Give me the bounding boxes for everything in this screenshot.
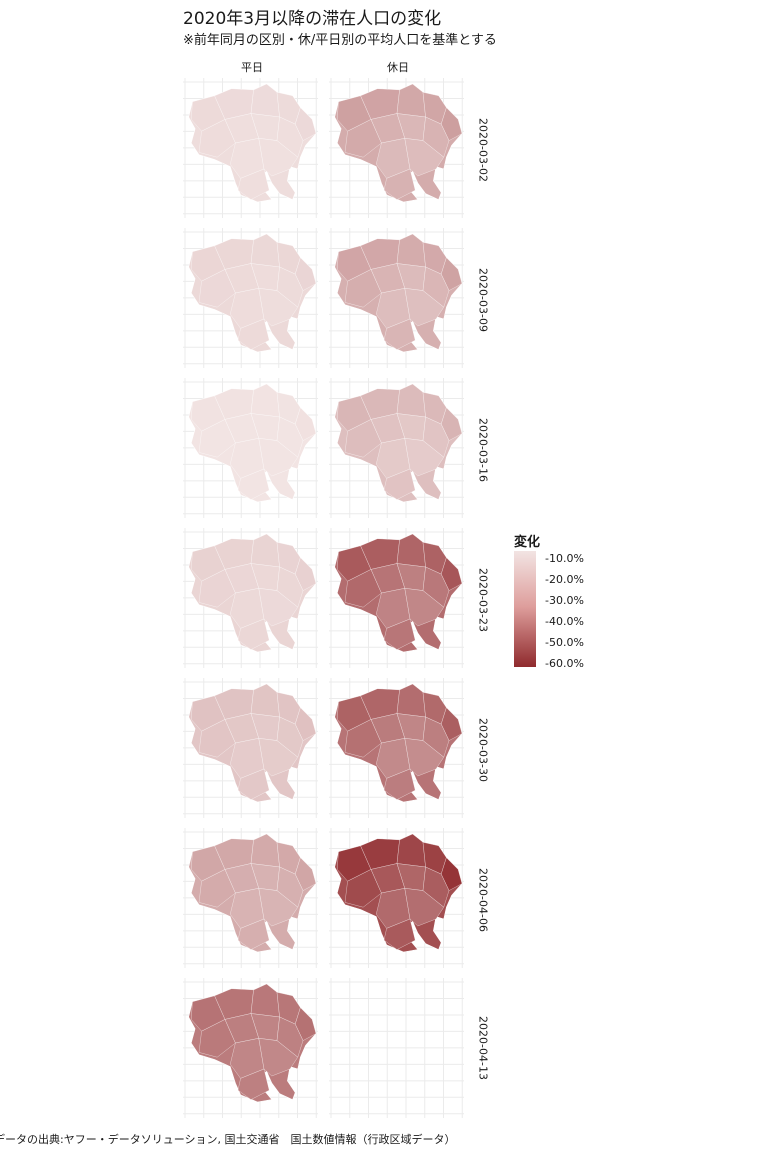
data-source-caption: データの出典:ヤフー・データソリューション, 国土交通省 国土数値情報（行政区域… — [0, 1133, 456, 1146]
ward-region — [237, 318, 270, 350]
ward-region — [276, 1016, 304, 1058]
legend-tick — [536, 664, 540, 665]
legend-tick — [536, 622, 540, 623]
ward-region — [250, 683, 280, 718]
ward-region — [294, 857, 317, 891]
ward-region — [344, 869, 382, 908]
ward-region — [440, 557, 463, 591]
ward-region — [198, 1019, 236, 1058]
ward-region — [396, 383, 426, 418]
legend-tick — [536, 643, 540, 644]
legend-label: -50.0% — [545, 636, 584, 649]
ward-region — [237, 468, 270, 500]
ward-region — [276, 716, 304, 758]
ward-region — [422, 116, 450, 158]
map-panel-2020-04-13-weekday — [183, 978, 318, 1118]
ward-region — [294, 107, 317, 141]
ward-region — [344, 269, 382, 308]
ward-region — [344, 119, 382, 158]
ward-region — [396, 683, 426, 718]
ward-region — [440, 107, 463, 141]
map-panel-2020-04-06-holiday — [329, 828, 464, 968]
ward-region — [396, 83, 426, 118]
ward-region — [344, 419, 382, 458]
map-panel-2020-03-02-weekday — [183, 78, 318, 218]
ward-region — [422, 566, 450, 608]
ward-region — [237, 918, 270, 950]
legend-label: -60.0% — [545, 657, 584, 670]
ward-region — [440, 857, 463, 891]
ward-region — [276, 116, 304, 158]
map-panel-2020-03-23-holiday — [329, 528, 464, 668]
ward-region — [198, 119, 236, 158]
ward-region — [294, 707, 317, 741]
map-panel-2020-03-23-weekday — [183, 528, 318, 668]
ward-region — [440, 257, 463, 291]
ward-region — [396, 833, 426, 868]
ward-region — [276, 866, 304, 908]
ward-region — [344, 719, 382, 758]
ward-region — [237, 168, 270, 200]
ward-region — [422, 416, 450, 458]
ward-region — [276, 416, 304, 458]
ward-region — [250, 983, 280, 1018]
map-panel-2020-04-13-holiday — [329, 978, 464, 1118]
legend-label: -10.0% — [545, 552, 584, 565]
ward-region — [198, 419, 236, 458]
map-panel-2020-03-30-holiday — [329, 678, 464, 818]
map-panel-2020-03-30-weekday — [183, 678, 318, 818]
ward-region — [383, 618, 416, 650]
ward-region — [198, 719, 236, 758]
map-panel-2020-03-09-holiday — [329, 228, 464, 368]
ward-region — [250, 83, 280, 118]
ward-region — [250, 383, 280, 418]
ward-region — [250, 533, 280, 568]
ward-region — [294, 257, 317, 291]
column-header-holiday: 休日 — [387, 61, 409, 74]
ward-region — [383, 168, 416, 200]
legend-title: 変化 — [514, 535, 541, 550]
ward-region — [440, 707, 463, 741]
ward-region — [198, 269, 236, 308]
legend-label: -20.0% — [545, 573, 584, 586]
map-panel-2020-03-02-holiday — [329, 78, 464, 218]
legend-label: -30.0% — [545, 594, 584, 607]
map-panel-2020-03-09-weekday — [183, 228, 318, 368]
ward-region — [422, 266, 450, 308]
legend-tick — [536, 580, 540, 581]
ward-region — [344, 569, 382, 608]
ward-region — [276, 566, 304, 608]
map-panel-2020-04-06-weekday — [183, 828, 318, 968]
legend-tick — [536, 601, 540, 602]
column-header-weekday: 平日 — [241, 61, 263, 74]
ward-region — [383, 768, 416, 800]
legend-color-bar — [514, 551, 536, 667]
map-panel-2020-03-16-holiday — [329, 378, 464, 518]
ward-region — [396, 233, 426, 268]
ward-region — [294, 557, 317, 591]
map-panel-2020-03-16-weekday — [183, 378, 318, 518]
ward-region — [396, 533, 426, 568]
ward-region — [198, 869, 236, 908]
ward-region — [422, 866, 450, 908]
ward-region — [237, 768, 270, 800]
ward-region — [294, 407, 317, 441]
ward-region — [422, 716, 450, 758]
ward-region — [198, 569, 236, 608]
legend-tick — [536, 559, 540, 560]
legend-label: -40.0% — [545, 615, 584, 628]
chart-title: 2020年3月以降の滞在人口の変化 — [183, 9, 442, 29]
ward-region — [383, 918, 416, 950]
ward-region — [276, 266, 304, 308]
ward-region — [250, 833, 280, 868]
chart-subtitle: ※前年同月の区別・休/平日別の平均人口を基準とする — [183, 33, 497, 48]
ward-region — [237, 1068, 270, 1100]
ward-region — [294, 1007, 317, 1041]
ward-region — [250, 233, 280, 268]
ward-region — [440, 407, 463, 441]
ward-region — [383, 318, 416, 350]
ward-region — [237, 618, 270, 650]
ward-region — [383, 468, 416, 500]
